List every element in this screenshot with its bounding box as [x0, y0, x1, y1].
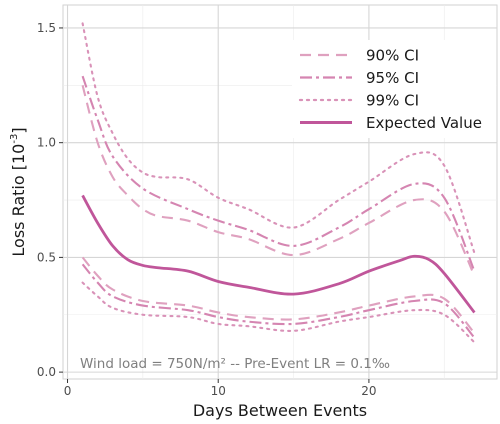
x-tick-label: 10: [211, 384, 226, 398]
x-axis-title: Days Between Events: [193, 401, 367, 420]
legend-label-99-ci: 99% CI: [366, 92, 419, 110]
y-tick-label: 0.5: [37, 250, 56, 264]
series-90-ci-lower: [81, 256, 476, 334]
curves: [81, 22, 476, 344]
y-axis-title: Loss Ratio [10-3]: [9, 127, 28, 256]
x-tick-label: 0: [64, 384, 72, 398]
y-axis-bracket: ]: [9, 127, 28, 133]
y-axis-exponent: -3: [9, 134, 20, 144]
annotation: Wind load = 750N/m² -- Pre-Event LR = 0.…: [80, 356, 390, 372]
legend-label-expected-value: Expected Value: [366, 114, 482, 132]
axes: 0 10 20 0.0 0.5 1.0 1.5: [37, 21, 377, 398]
legend: 90% CI 95% CI 99% CI Expected Value: [292, 40, 496, 138]
x-tick-label: 20: [361, 384, 376, 398]
series-99-ci-upper: [81, 22, 476, 254]
series-expected-value-line: [81, 194, 476, 314]
series-90-ci-upper: [81, 85, 476, 277]
y-tick-label: 1.0: [37, 136, 56, 150]
series-95-ci-lower: [81, 263, 476, 339]
y-tick-label: 0.0: [37, 365, 56, 379]
series-99-ci-lower: [81, 281, 476, 344]
series-95-ci-upper: [81, 75, 476, 272]
y-tick-label: 1.5: [37, 21, 56, 35]
legend-label-90-ci: 90% CI: [366, 47, 419, 65]
legend-label-95-ci: 95% CI: [366, 69, 419, 87]
